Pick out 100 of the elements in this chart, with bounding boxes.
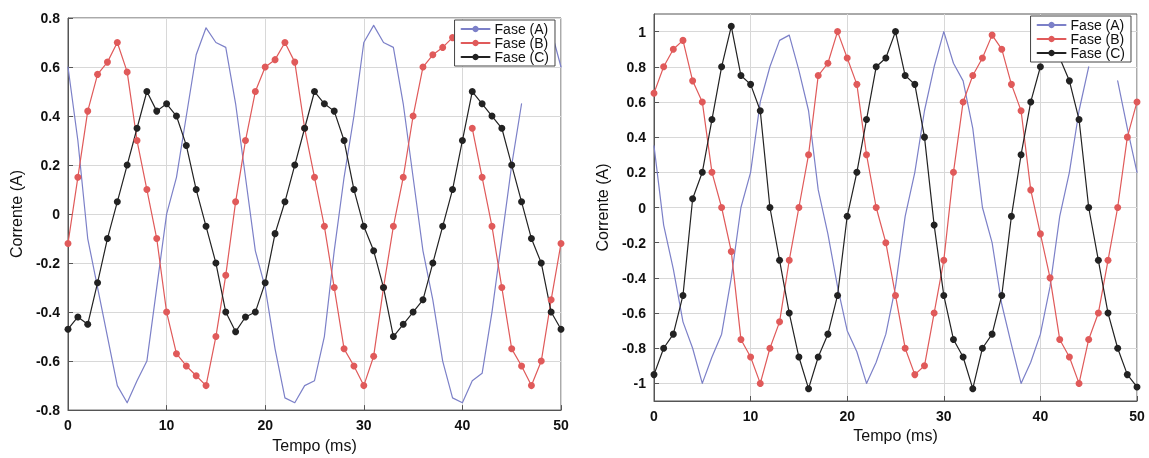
point <box>103 235 111 243</box>
point <box>1036 63 1044 71</box>
legend-label: Fase (B) <box>494 35 549 51</box>
point <box>84 320 92 328</box>
point <box>163 100 171 108</box>
point <box>969 72 977 80</box>
point <box>718 204 726 211</box>
point <box>747 353 755 361</box>
point <box>64 239 72 247</box>
legend-label: Fase (C) <box>494 49 549 65</box>
point <box>834 291 842 299</box>
point <box>978 54 986 62</box>
point <box>498 124 506 132</box>
x-tick-label: 0 <box>64 417 73 434</box>
point <box>727 22 735 30</box>
point <box>320 100 328 108</box>
point <box>94 279 102 287</box>
point <box>202 382 210 390</box>
point <box>698 98 706 106</box>
point <box>291 58 299 66</box>
point <box>920 133 928 141</box>
point <box>360 382 368 390</box>
point <box>458 137 466 145</box>
point <box>834 28 842 36</box>
legend-label: Fase (A) <box>1070 17 1125 33</box>
point <box>689 195 697 203</box>
point <box>930 221 938 229</box>
point <box>182 141 190 149</box>
point <box>785 309 793 317</box>
y-tick-label: 0.8 <box>40 10 61 26</box>
point <box>133 124 141 132</box>
point <box>795 204 803 211</box>
y-tick-label: 0.6 <box>40 59 61 76</box>
point <box>1017 151 1025 159</box>
legend-label: Fase (C) <box>1070 45 1125 61</box>
point <box>1056 335 1064 343</box>
point <box>872 204 880 211</box>
point <box>911 371 919 379</box>
x-tick-label: 20 <box>257 417 274 434</box>
point <box>650 371 658 379</box>
point <box>527 382 535 390</box>
point <box>998 45 1006 53</box>
point <box>737 335 745 343</box>
point <box>340 345 348 353</box>
point <box>163 308 171 316</box>
point <box>882 54 890 62</box>
point <box>882 239 890 247</box>
point <box>1027 98 1035 106</box>
point <box>311 173 318 181</box>
point <box>853 80 861 88</box>
point <box>222 271 230 279</box>
point <box>708 116 716 124</box>
point <box>940 291 948 299</box>
point <box>389 333 397 341</box>
y-tick-label: 0 <box>52 206 61 223</box>
point <box>911 80 919 88</box>
point <box>222 308 230 316</box>
point <box>1017 107 1025 115</box>
point <box>785 256 793 264</box>
point <box>143 88 151 96</box>
point <box>547 308 555 316</box>
point <box>133 137 141 145</box>
point <box>988 330 996 338</box>
y-tick-label: -0.2 <box>621 234 647 251</box>
x-tick-label: 10 <box>158 417 175 434</box>
point <box>192 186 200 194</box>
x-tick-label: 10 <box>742 408 759 424</box>
point <box>766 204 774 211</box>
point <box>1114 344 1122 352</box>
point <box>1085 204 1093 211</box>
point <box>527 235 535 243</box>
y-tick-label: 0.6 <box>626 93 647 110</box>
point <box>123 161 131 169</box>
point <box>872 63 880 71</box>
point <box>468 124 476 132</box>
point <box>1007 212 1015 220</box>
point <box>892 28 899 36</box>
point <box>232 198 240 206</box>
point <box>547 296 555 304</box>
point <box>1027 186 1035 194</box>
point <box>863 116 871 124</box>
point <box>488 222 496 230</box>
point <box>537 357 545 365</box>
point <box>557 239 565 247</box>
point <box>998 291 1006 299</box>
point <box>261 279 269 287</box>
point <box>113 39 121 46</box>
point <box>370 247 378 255</box>
point <box>1114 204 1122 211</box>
point <box>281 39 289 46</box>
point <box>320 222 328 230</box>
point <box>468 88 476 96</box>
point <box>1123 371 1131 379</box>
y-tick-label: -0.6 <box>35 353 61 370</box>
point <box>949 168 957 176</box>
point <box>708 168 716 176</box>
y-tick-label: 0.4 <box>626 129 647 146</box>
x-tick-label: 30 <box>356 417 372 434</box>
point <box>508 161 516 169</box>
point <box>508 345 516 353</box>
